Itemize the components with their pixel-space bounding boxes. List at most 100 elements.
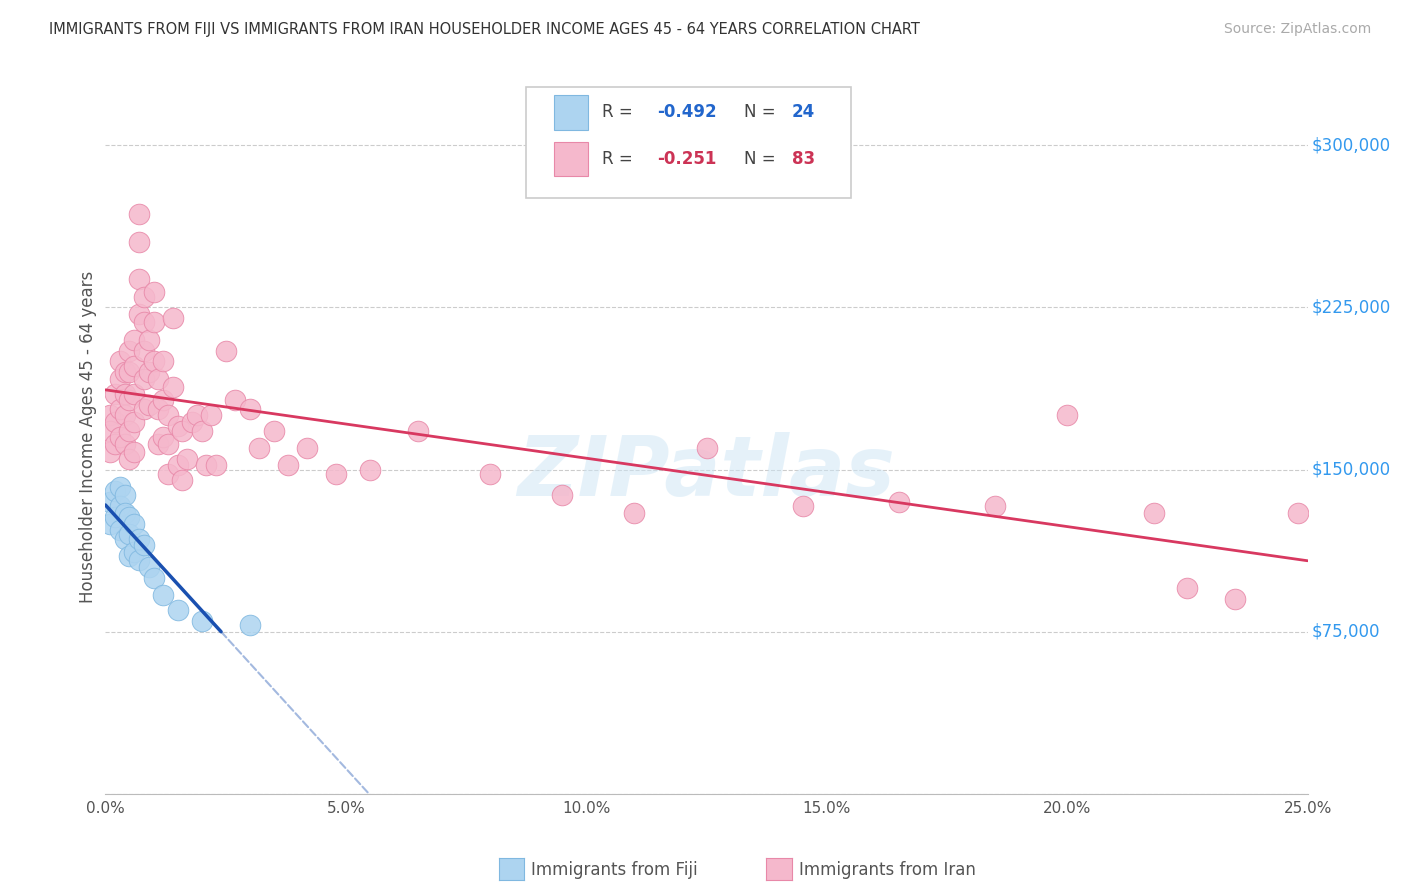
Point xyxy=(118,451,141,466)
Text: N =: N = xyxy=(744,150,780,168)
Point xyxy=(162,311,184,326)
Point xyxy=(118,549,141,563)
Point xyxy=(108,430,131,444)
Point xyxy=(325,467,347,481)
Point xyxy=(138,333,160,347)
Point xyxy=(108,401,131,416)
Text: ZIPatlas: ZIPatlas xyxy=(517,433,896,513)
Point xyxy=(98,445,121,459)
Point xyxy=(156,436,179,450)
Point xyxy=(124,387,146,401)
Point xyxy=(190,614,212,628)
Point xyxy=(887,495,910,509)
Point xyxy=(124,333,146,347)
Text: 24: 24 xyxy=(792,103,815,121)
Point xyxy=(114,409,136,423)
Point xyxy=(623,506,645,520)
Point xyxy=(181,415,204,429)
Point xyxy=(104,387,127,401)
Point xyxy=(142,285,165,300)
Point xyxy=(176,451,198,466)
Point xyxy=(277,458,299,473)
Point xyxy=(1225,592,1247,607)
Point xyxy=(551,488,574,502)
Point xyxy=(224,393,246,408)
Point xyxy=(104,415,127,429)
Point xyxy=(118,424,141,438)
Point xyxy=(172,473,194,487)
Point xyxy=(1175,582,1198,596)
Point xyxy=(152,430,174,444)
Point xyxy=(128,235,150,250)
Point xyxy=(108,372,131,386)
Point xyxy=(114,387,136,401)
Point xyxy=(98,424,121,438)
Point xyxy=(114,506,136,520)
Point xyxy=(124,415,146,429)
Point xyxy=(132,538,155,552)
Point xyxy=(247,441,270,455)
Point xyxy=(108,480,131,494)
Point xyxy=(104,436,127,450)
Point xyxy=(124,516,146,531)
Text: $150,000: $150,000 xyxy=(1312,460,1391,478)
Point xyxy=(132,372,155,386)
Point xyxy=(148,372,170,386)
Point xyxy=(984,500,1007,514)
Point xyxy=(124,445,146,459)
Point xyxy=(186,409,208,423)
Point xyxy=(124,544,146,558)
Text: R =: R = xyxy=(602,103,638,121)
Point xyxy=(263,424,285,438)
Point xyxy=(132,343,155,358)
Point xyxy=(172,424,194,438)
Point xyxy=(166,603,188,617)
Y-axis label: Householder Income Ages 45 - 64 years: Householder Income Ages 45 - 64 years xyxy=(79,271,97,603)
Point xyxy=(156,409,179,423)
Point xyxy=(132,316,155,330)
Point xyxy=(124,359,146,373)
Point xyxy=(114,532,136,546)
Text: Immigrants from Iran: Immigrants from Iran xyxy=(799,861,976,879)
Point xyxy=(114,488,136,502)
Point xyxy=(166,419,188,434)
Point xyxy=(200,409,222,423)
Point xyxy=(239,401,262,416)
Point xyxy=(152,354,174,368)
Point xyxy=(1143,506,1166,520)
Point xyxy=(142,571,165,585)
Point xyxy=(108,523,131,537)
FancyBboxPatch shape xyxy=(554,95,588,129)
Point xyxy=(406,424,429,438)
Point xyxy=(214,343,236,358)
Text: $225,000: $225,000 xyxy=(1312,298,1391,317)
Point xyxy=(195,458,218,473)
Text: R =: R = xyxy=(602,150,638,168)
Point xyxy=(118,510,141,524)
Point xyxy=(132,289,155,303)
Point xyxy=(166,458,188,473)
Point xyxy=(792,500,814,514)
Text: 83: 83 xyxy=(792,150,815,168)
Point xyxy=(152,588,174,602)
Point xyxy=(128,207,150,221)
Point xyxy=(118,393,141,408)
Point xyxy=(104,510,127,524)
Text: IMMIGRANTS FROM FIJI VS IMMIGRANTS FROM IRAN HOUSEHOLDER INCOME AGES 45 - 64 YEA: IMMIGRANTS FROM FIJI VS IMMIGRANTS FROM … xyxy=(49,22,920,37)
Point xyxy=(142,316,165,330)
Point xyxy=(98,516,121,531)
FancyBboxPatch shape xyxy=(554,142,588,176)
Point xyxy=(142,354,165,368)
Point xyxy=(98,495,121,509)
Point xyxy=(128,307,150,321)
Text: $75,000: $75,000 xyxy=(1312,623,1379,640)
Point xyxy=(118,343,141,358)
Point xyxy=(148,436,170,450)
Point xyxy=(696,441,718,455)
FancyBboxPatch shape xyxy=(526,87,851,198)
Point xyxy=(205,458,228,473)
Point xyxy=(104,484,127,499)
Text: -0.492: -0.492 xyxy=(657,103,717,121)
Text: N =: N = xyxy=(744,103,780,121)
Point xyxy=(297,441,319,455)
